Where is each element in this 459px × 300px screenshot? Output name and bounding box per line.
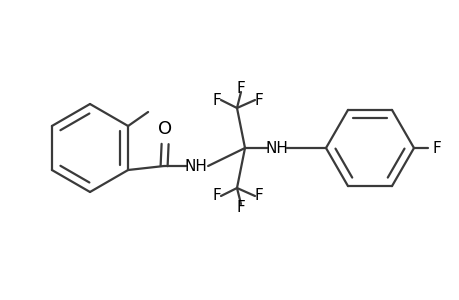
Text: F: F (212, 92, 221, 107)
Text: F: F (254, 188, 263, 203)
Text: O: O (158, 120, 172, 138)
Text: NH: NH (184, 158, 207, 173)
Text: NH: NH (265, 140, 288, 155)
Text: F: F (236, 80, 245, 95)
Text: F: F (432, 140, 441, 155)
Text: F: F (212, 188, 221, 203)
Text: F: F (236, 200, 245, 215)
Text: F: F (254, 92, 263, 107)
